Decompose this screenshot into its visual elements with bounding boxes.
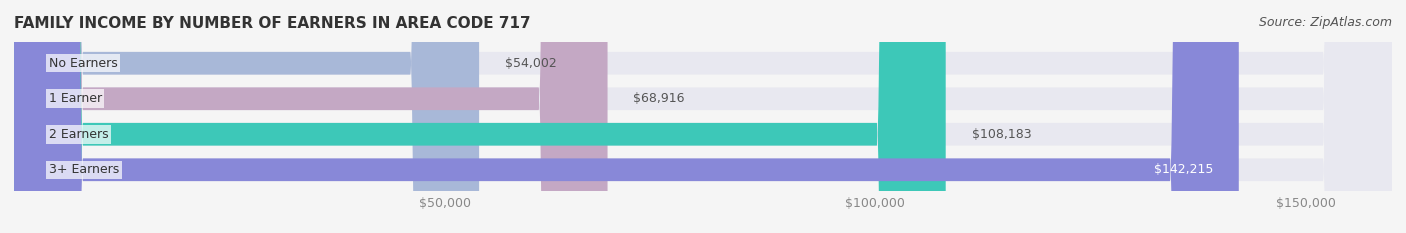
- FancyBboxPatch shape: [14, 0, 1392, 233]
- FancyBboxPatch shape: [14, 0, 946, 233]
- Text: 2 Earners: 2 Earners: [48, 128, 108, 141]
- FancyBboxPatch shape: [14, 0, 607, 233]
- Text: $108,183: $108,183: [972, 128, 1031, 141]
- Text: $54,002: $54,002: [505, 57, 557, 70]
- FancyBboxPatch shape: [14, 0, 1392, 233]
- Text: FAMILY INCOME BY NUMBER OF EARNERS IN AREA CODE 717: FAMILY INCOME BY NUMBER OF EARNERS IN AR…: [14, 16, 530, 31]
- Text: Source: ZipAtlas.com: Source: ZipAtlas.com: [1258, 16, 1392, 29]
- Text: $142,215: $142,215: [1153, 163, 1213, 176]
- Text: $68,916: $68,916: [633, 92, 685, 105]
- FancyBboxPatch shape: [14, 0, 1239, 233]
- Text: No Earners: No Earners: [48, 57, 117, 70]
- Text: 1 Earner: 1 Earner: [48, 92, 101, 105]
- FancyBboxPatch shape: [14, 0, 1392, 233]
- Text: 3+ Earners: 3+ Earners: [48, 163, 118, 176]
- FancyBboxPatch shape: [14, 0, 1392, 233]
- FancyBboxPatch shape: [14, 0, 479, 233]
